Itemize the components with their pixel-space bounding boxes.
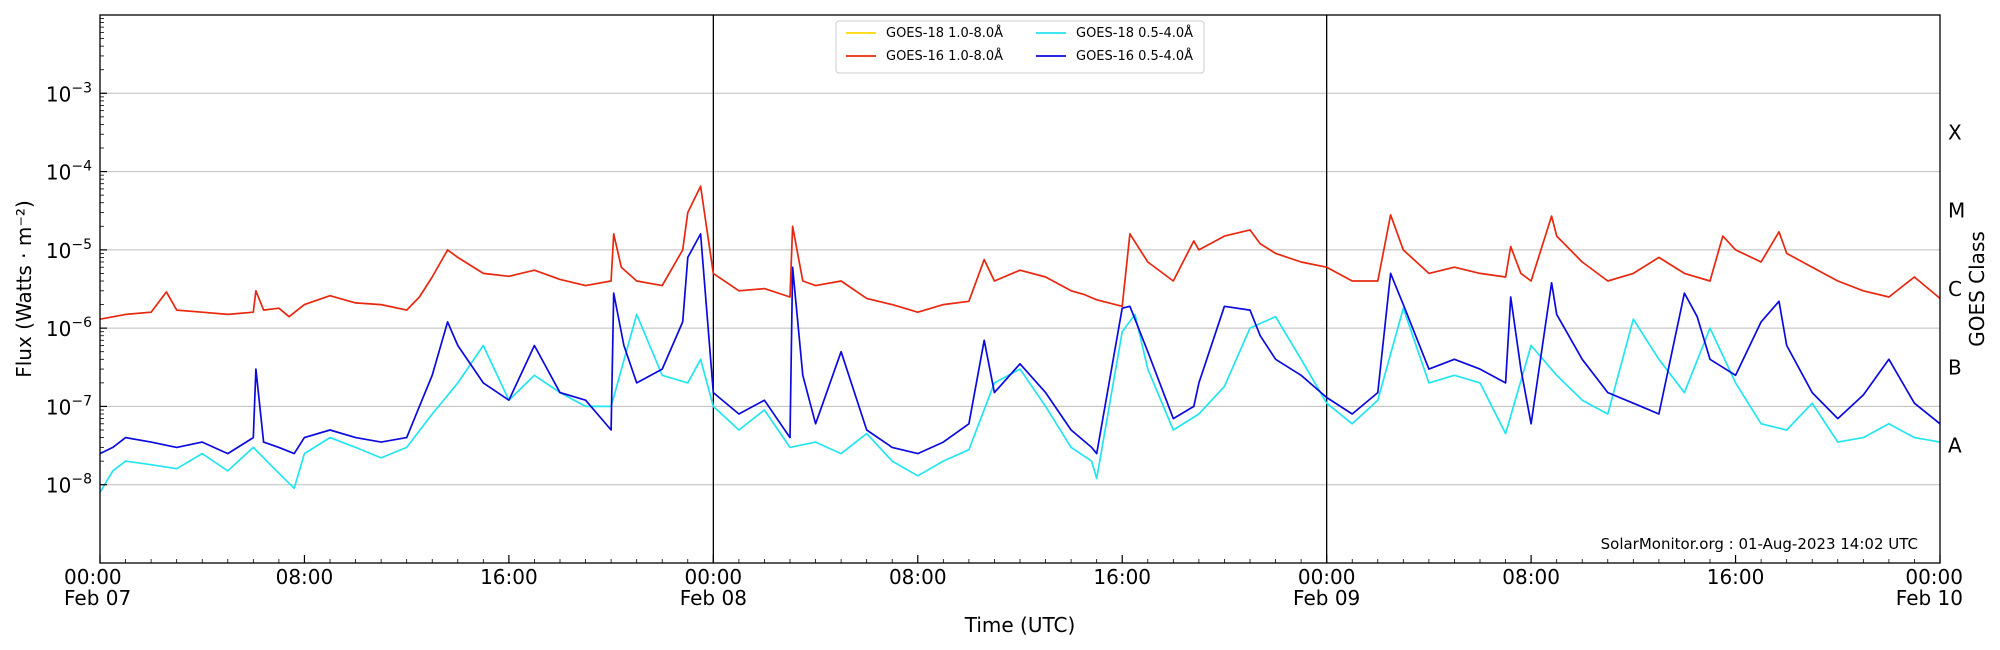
day-boundary-lines <box>712 15 1328 563</box>
x-tick-label: 00:00 <box>64 565 122 589</box>
goes-class-label: M <box>1948 199 1965 223</box>
goes-class-label: X <box>1948 120 1962 144</box>
x-tick-label: 00:00 <box>1298 565 1356 589</box>
x-tick-date-label: Feb 07 <box>64 586 131 610</box>
legend-label: GOES-18 1.0-8.0Å <box>886 25 1003 41</box>
x-tick-label: 08:00 <box>1502 565 1560 589</box>
x-tick-label: 16:00 <box>480 565 538 589</box>
credit-text: SolarMonitor.org : 01-Aug-2023 14:02 UTC <box>1601 535 1918 553</box>
x-tick-label: 16:00 <box>1707 565 1765 589</box>
plot-background <box>100 15 1940 563</box>
x-axis-title: Time (UTC) <box>964 613 1076 637</box>
goes-class-label: C <box>1948 277 1962 301</box>
y-tick-label: 10−5 <box>46 237 92 263</box>
x-tick-label: 08:00 <box>889 565 947 589</box>
x-tick-label: 08:00 <box>276 565 334 589</box>
legend: GOES-18 1.0-8.0Å GOES-18 0.5-4.0Å GOES-16 … <box>835 20 1205 74</box>
legend-box <box>835 20 1205 74</box>
y-tick-label: 10−3 <box>46 80 92 106</box>
series-layer <box>99 185 1941 493</box>
y-tick-label: 10−6 <box>46 315 92 341</box>
x-tick-date-label: Feb 09 <box>1293 586 1360 610</box>
legend-label: GOES-18 0.5-4.0Å <box>1076 25 1193 41</box>
legend-label: GOES-16 1.0-8.0Å <box>886 48 1003 64</box>
goes-class-label: B <box>1948 355 1962 379</box>
series-line <box>99 185 1941 321</box>
y2-axis-title: GOES Class <box>1965 231 1989 347</box>
legend-label: GOES-16 0.5-4.0Å <box>1076 48 1193 64</box>
x-tick-label: 00:00 <box>685 565 743 589</box>
y-tick-label: 10−8 <box>46 472 92 498</box>
y-axis-title: Flux (Watts · m⁻²) <box>12 200 36 378</box>
goes-class-axis: A B C M X <box>1948 120 1965 457</box>
x-tick-label: 16:00 <box>1093 565 1151 589</box>
grid-lines <box>100 92 1940 486</box>
series-line <box>99 307 1941 493</box>
x-tick-date-label: Feb 10 <box>1896 586 1963 610</box>
x-tick-label: 00:00 <box>1905 565 1963 589</box>
y-tick-label: 10−7 <box>46 393 92 419</box>
y-axis: 10−8 10−7 10−6 10−5 10−4 10−3 <box>46 18 107 498</box>
x-tick-date-label: Feb 08 <box>680 586 747 610</box>
series-line <box>99 233 1941 455</box>
y-tick-label: 10−4 <box>46 159 92 185</box>
goes-class-label: A <box>1948 434 1962 458</box>
